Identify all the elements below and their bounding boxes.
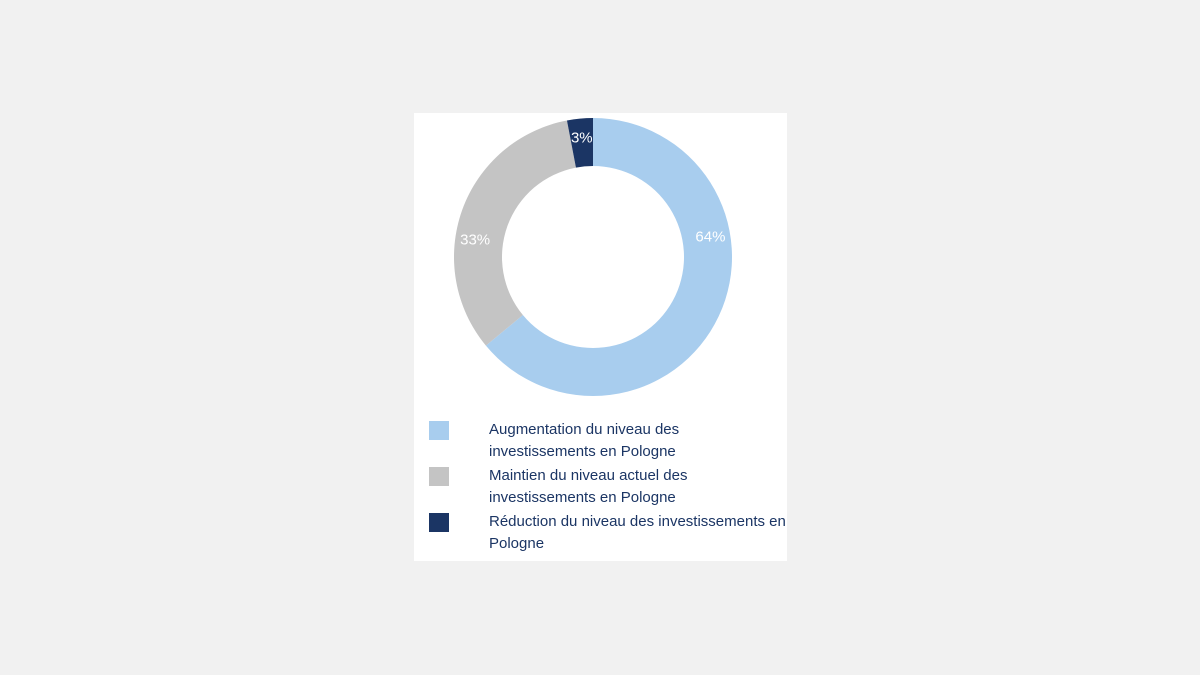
- legend-item-maintain: Maintien du niveau actuel des investisse…: [429, 465, 787, 511]
- donut-chart: 64% 33% 3%: [454, 118, 732, 396]
- slice-label-reduce: 3%: [571, 129, 593, 146]
- donut-slice-reduce: [566, 118, 593, 168]
- chart-legend: Augmentation du niveau des investissemen…: [429, 419, 787, 557]
- legend-item-increase: Augmentation du niveau des investissemen…: [429, 419, 787, 465]
- legend-label-maintain: Maintien du niveau actuel des investisse…: [489, 467, 688, 506]
- chart-card: 64% 33% 3% Augmentation du niveau des inve…: [414, 113, 787, 561]
- legend-swatch-reduce: [429, 513, 449, 532]
- legend-swatch-increase: [429, 421, 449, 440]
- donut-slice-maintain: [454, 120, 576, 346]
- slice-label-maintain: 33%: [460, 232, 490, 249]
- legend-label-reduce: Réduction du niveau des investissements …: [489, 513, 786, 552]
- legend-label-increase: Augmentation du niveau des investissemen…: [489, 421, 680, 460]
- legend-item-reduce: Réduction du niveau des investissements …: [429, 511, 787, 557]
- slice-label-increase: 64%: [695, 229, 725, 246]
- legend-swatch-maintain: [429, 467, 449, 486]
- donut-slice-increase: [485, 118, 732, 396]
